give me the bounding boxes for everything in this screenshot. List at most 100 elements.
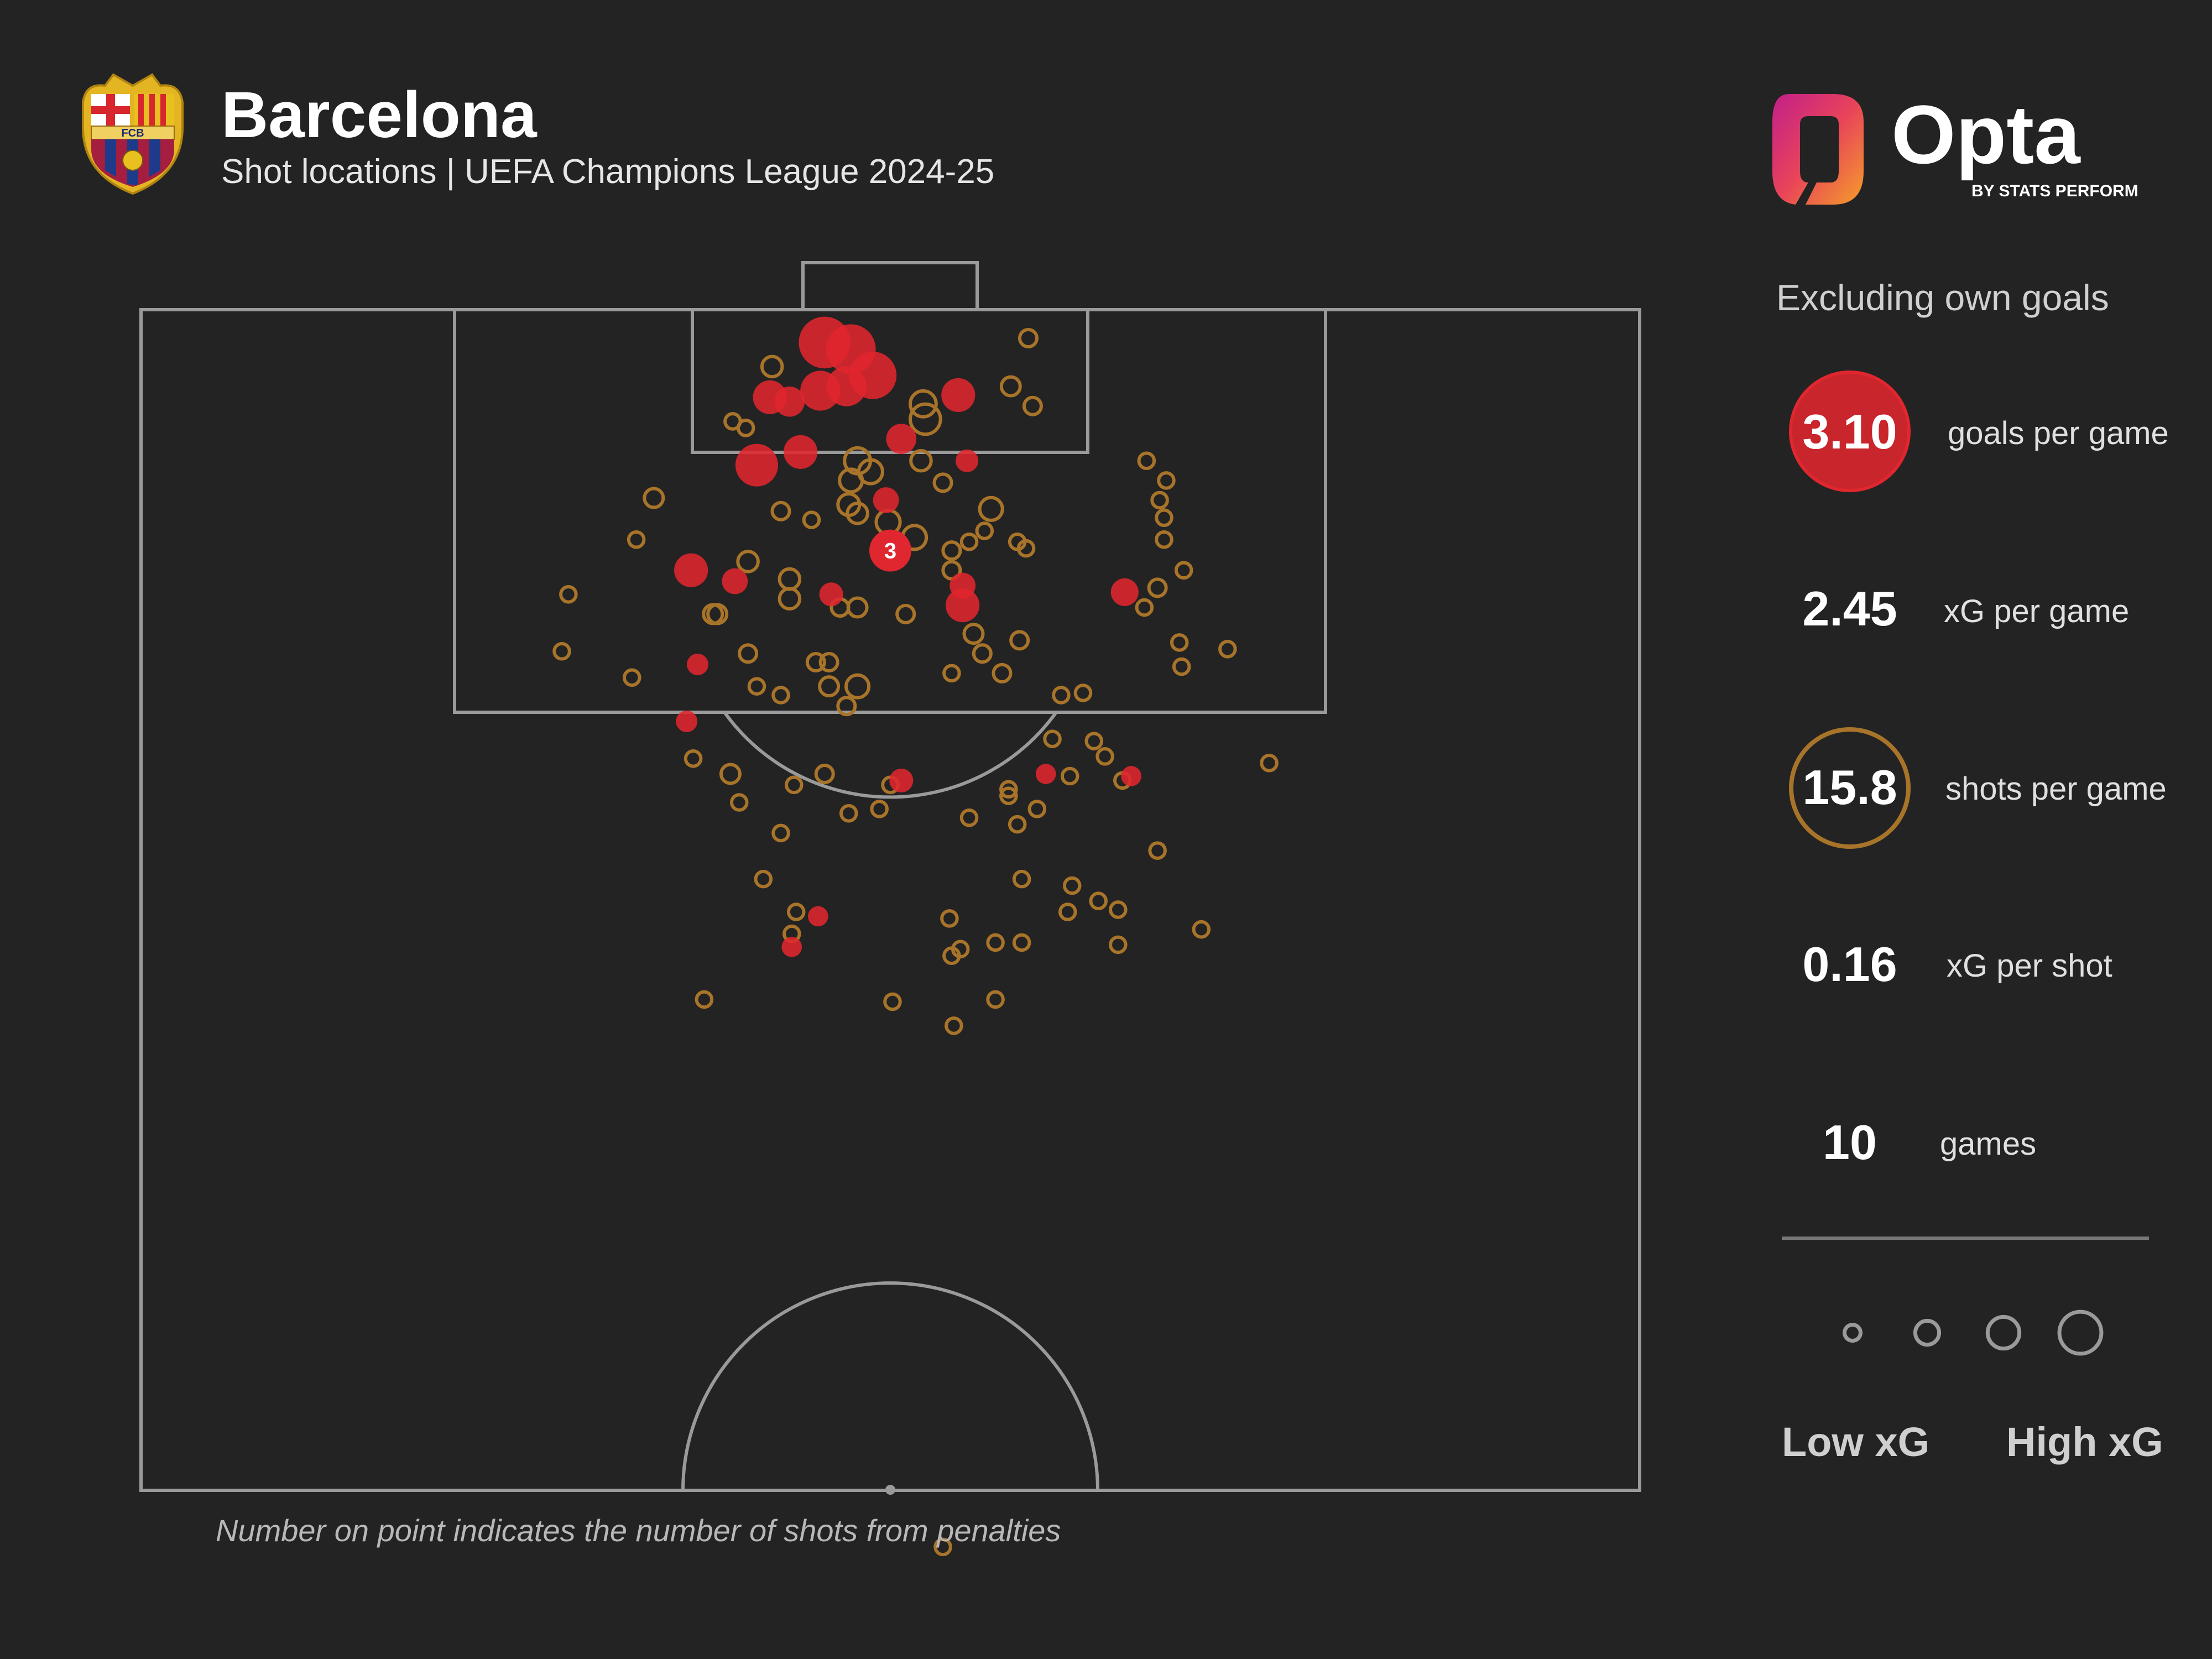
- xg-per-game-value: 2.45: [1802, 581, 1897, 636]
- shot-point-88: [883, 992, 902, 1011]
- shot-point-100: [1148, 841, 1167, 860]
- shot-point-70: [1172, 657, 1191, 676]
- goal-point-24: [808, 906, 828, 927]
- goal-point-14: [722, 568, 748, 594]
- shot-point-102: [1260, 753, 1279, 773]
- svg-text:BY STATS PERFORM: BY STATS PERFORM: [1971, 182, 2138, 200]
- shot-point-54: [999, 786, 1018, 805]
- shot-map: 3: [139, 261, 1641, 1557]
- shot-point-36: [836, 696, 857, 717]
- xg-size-legend: [1843, 1310, 2104, 1356]
- shot-point-72: [1135, 598, 1154, 617]
- shot-point-53: [999, 780, 1018, 799]
- opta-logo: Opta BY STATS PERFORM: [1772, 88, 2138, 205]
- shot-point-76: [719, 763, 742, 785]
- shot-point-11: [909, 448, 933, 473]
- goal: [801, 261, 979, 311]
- shot-point-25: [778, 587, 802, 611]
- shot-point-85: [786, 902, 806, 921]
- shot-point-37: [771, 686, 790, 705]
- games-value: 10: [1823, 1115, 1877, 1170]
- shot-point-68: [1150, 491, 1169, 510]
- shot-point-24: [778, 567, 802, 591]
- shot-point-81: [814, 763, 835, 785]
- shot-point-2: [999, 375, 1022, 398]
- goals-ring: [1789, 371, 1911, 492]
- games-label: games: [1940, 1126, 2037, 1162]
- shot-point-75: [684, 749, 703, 768]
- goal-point-17: [946, 588, 980, 623]
- shot-point-95: [1058, 902, 1077, 921]
- goals-per-game-label: goals per game: [1948, 415, 2169, 451]
- shot-point-80: [870, 800, 889, 818]
- shot-point-20: [627, 530, 646, 549]
- shot-point-71: [1218, 640, 1237, 659]
- goal-point-8: [735, 444, 778, 487]
- goal-point-9: [784, 435, 818, 469]
- barcelona-crest-icon: FCB: [82, 73, 184, 195]
- shot-point-47: [942, 664, 961, 683]
- shot-point-66: [1157, 471, 1176, 490]
- shot-point-73: [622, 668, 641, 687]
- legend-circle-0: [1843, 1323, 1863, 1343]
- shot-point-45: [1009, 630, 1030, 651]
- goal-point-15: [819, 582, 843, 607]
- goal-point-7: [941, 378, 975, 413]
- goal-point-25: [781, 937, 802, 957]
- shot-point-63: [1174, 561, 1193, 580]
- shot-point-40: [959, 532, 979, 551]
- shots-ring: [1789, 727, 1911, 849]
- pitch-outline: [139, 308, 1641, 1492]
- shot-point-62: [1147, 577, 1168, 598]
- shot-point-49: [1016, 539, 1036, 558]
- shot-point-89: [940, 909, 959, 928]
- shot-point-23: [736, 550, 760, 573]
- shot-point-33: [818, 652, 839, 673]
- shot-point-29: [846, 596, 869, 619]
- shot-point-59: [1084, 732, 1104, 750]
- shot-point-17: [770, 500, 791, 521]
- shot-point-91: [951, 940, 970, 959]
- shot-point-50: [1043, 729, 1062, 748]
- shot-point-38: [941, 540, 962, 561]
- goal-point-11: [956, 449, 979, 472]
- penalty-count-label: 3: [884, 539, 896, 564]
- goal-point-23: [1121, 766, 1141, 786]
- shot-point-103: [986, 990, 1005, 1009]
- page-subtitle: Shot locations | UEFA Champions League 2…: [221, 153, 995, 191]
- shot-point-31: [738, 643, 759, 664]
- shot-point-3: [1022, 395, 1043, 416]
- shot-point-21: [559, 585, 578, 604]
- shot-point-78: [839, 804, 858, 823]
- centre-circle: [681, 1281, 1099, 1491]
- xg-per-shot-label: xG per shot: [1947, 948, 2112, 984]
- shot-point-74: [747, 677, 766, 696]
- goal-point-22: [1035, 764, 1056, 784]
- shot-point-44: [972, 643, 993, 664]
- shot-point-7: [736, 419, 755, 437]
- legend-circle-1: [1913, 1318, 1942, 1347]
- shot-point-35: [844, 673, 871, 700]
- shot-point-51: [1052, 686, 1071, 705]
- penalty-point: [869, 529, 911, 572]
- shot-point-22: [552, 641, 571, 661]
- shot-point-58: [1060, 766, 1079, 786]
- shot-point-84: [754, 869, 773, 889]
- shot-point-104: [945, 1016, 963, 1035]
- shot-point-5: [909, 402, 942, 436]
- shot-point-57: [1027, 800, 1047, 818]
- shot-point-1: [1018, 327, 1039, 349]
- shot-point-10: [838, 467, 864, 494]
- shot-point-30: [895, 603, 916, 624]
- goal-point-6: [774, 387, 805, 417]
- goal-point-4: [800, 371, 841, 411]
- shot-point-43: [962, 623, 985, 645]
- xg-per-game-label: xG per game: [1944, 593, 2130, 629]
- shot-point-97: [1089, 891, 1108, 910]
- legend-low-xg: Low xG: [1782, 1419, 1930, 1465]
- shots-layer: 3: [552, 316, 1279, 1557]
- legend-circle-3: [2057, 1310, 2104, 1356]
- shot-point-14: [846, 501, 869, 525]
- goal-point-20: [676, 711, 698, 732]
- shot-point-92: [986, 933, 1005, 952]
